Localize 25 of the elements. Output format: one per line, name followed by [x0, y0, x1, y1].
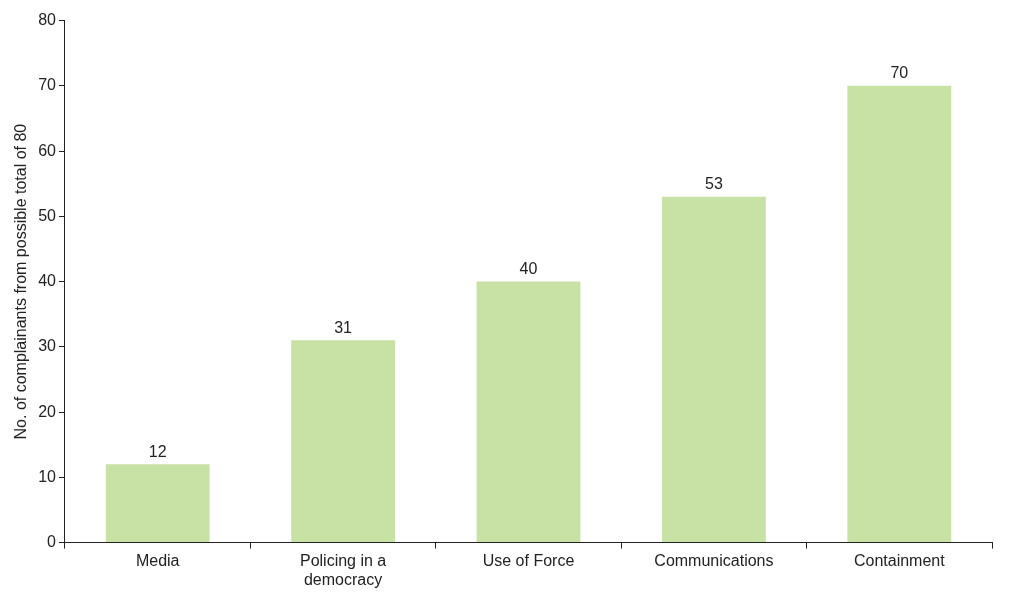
data-label: 53	[705, 175, 723, 193]
data-label: 70	[890, 64, 909, 82]
y-axis-title: No. of complainants from possible total of 80	[12, 123, 30, 440]
y-tick-label: 20	[38, 402, 57, 420]
data-label: 40	[519, 260, 538, 278]
y-tick-label: 0	[47, 533, 57, 551]
y-tick-label: 50	[38, 206, 57, 224]
y-tick-label: 60	[38, 141, 57, 159]
y-tick-label: 40	[38, 272, 57, 290]
bar	[661, 196, 766, 543]
x-tick-label: Use of Force	[482, 551, 575, 569]
bar	[105, 464, 210, 543]
data-label: 12	[148, 442, 167, 460]
x-tick-label: Media	[135, 551, 180, 569]
x-tick-label: Communications	[654, 551, 774, 569]
x-tick-label: Policing in a democracy	[299, 551, 387, 588]
data-label: 31	[334, 318, 353, 336]
y-tick-label: 10	[38, 467, 57, 485]
y-tick-label: 80	[38, 11, 57, 29]
bar	[476, 281, 581, 543]
y-tick-label: 70	[38, 76, 57, 94]
bar	[291, 340, 396, 543]
x-tick-label: Containment	[853, 551, 946, 569]
y-tick-label: 30	[38, 337, 57, 355]
bar	[847, 85, 952, 543]
